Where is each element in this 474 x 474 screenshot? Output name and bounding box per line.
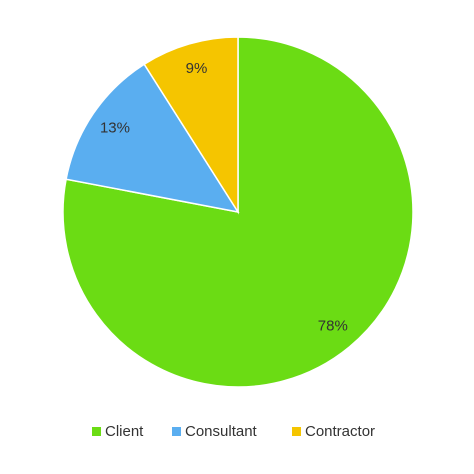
data-label: 13% [100, 119, 130, 136]
legend-marker [292, 427, 301, 436]
legend-marker [172, 427, 181, 436]
data-label: 78% [318, 318, 348, 335]
data-label: 9% [186, 60, 208, 77]
legend-label: Contractor [305, 423, 375, 440]
legend-label: Consultant [185, 423, 258, 440]
pie-slice [65, 63, 240, 214]
pie-slice [143, 36, 239, 215]
legend-label: Client [105, 423, 144, 440]
legend-marker [92, 427, 101, 436]
